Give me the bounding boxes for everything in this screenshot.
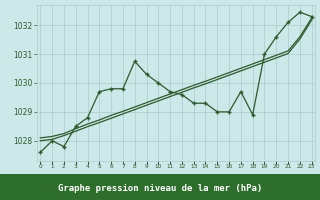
Text: Graphe pression niveau de la mer (hPa): Graphe pression niveau de la mer (hPa) [58,184,262,193]
